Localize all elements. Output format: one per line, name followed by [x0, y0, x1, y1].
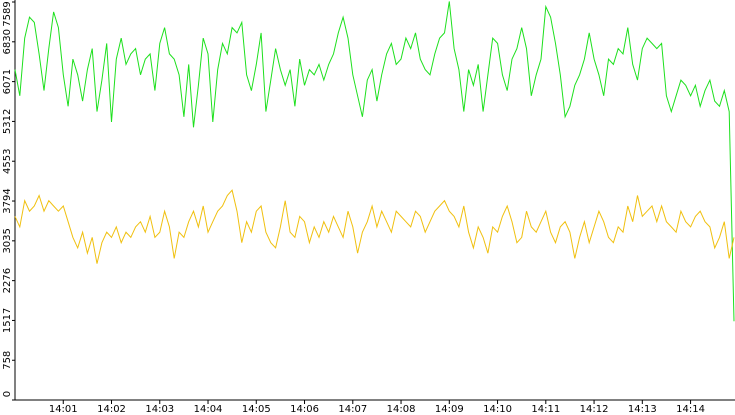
x-tick-label: 14:03: [145, 404, 174, 415]
y-tick-label: 0: [2, 391, 13, 397]
y-tick-label: 6830: [2, 29, 13, 54]
x-tick-label: 14:01: [49, 404, 78, 415]
series-line: [14, 189, 735, 264]
x-tick-label: 14:11: [531, 404, 560, 415]
x-tick-label: 14:07: [338, 404, 367, 415]
x-tick-label: 14:06: [290, 404, 319, 415]
y-tick-label: 6071: [2, 69, 13, 94]
x-tick-label: 14:10: [483, 404, 512, 415]
x-tick-label: 14:14: [676, 404, 705, 415]
y-tick-label: 3794: [2, 188, 13, 213]
y-tick-label: 4553: [2, 148, 13, 173]
y-tick-label: 7589: [2, 1, 13, 26]
x-tick-label: 14:04: [194, 404, 223, 415]
y-tick-label: 2276: [2, 268, 13, 293]
x-tick-label: 14:12: [580, 404, 609, 415]
y-tick-label: 1517: [2, 308, 13, 333]
y-tick-label: 758: [2, 351, 13, 370]
x-tick-label: 14:02: [97, 404, 126, 415]
x-tick-label: 14:08: [387, 404, 416, 415]
x-tick-label: 14:09: [435, 404, 464, 415]
y-tick-label: 3035: [2, 228, 13, 253]
y-tick-label: 5312: [2, 109, 13, 134]
x-tick-label: 14:05: [242, 404, 271, 415]
x-tick-label: 14:13: [628, 404, 657, 415]
series-line: [14, 1, 735, 322]
